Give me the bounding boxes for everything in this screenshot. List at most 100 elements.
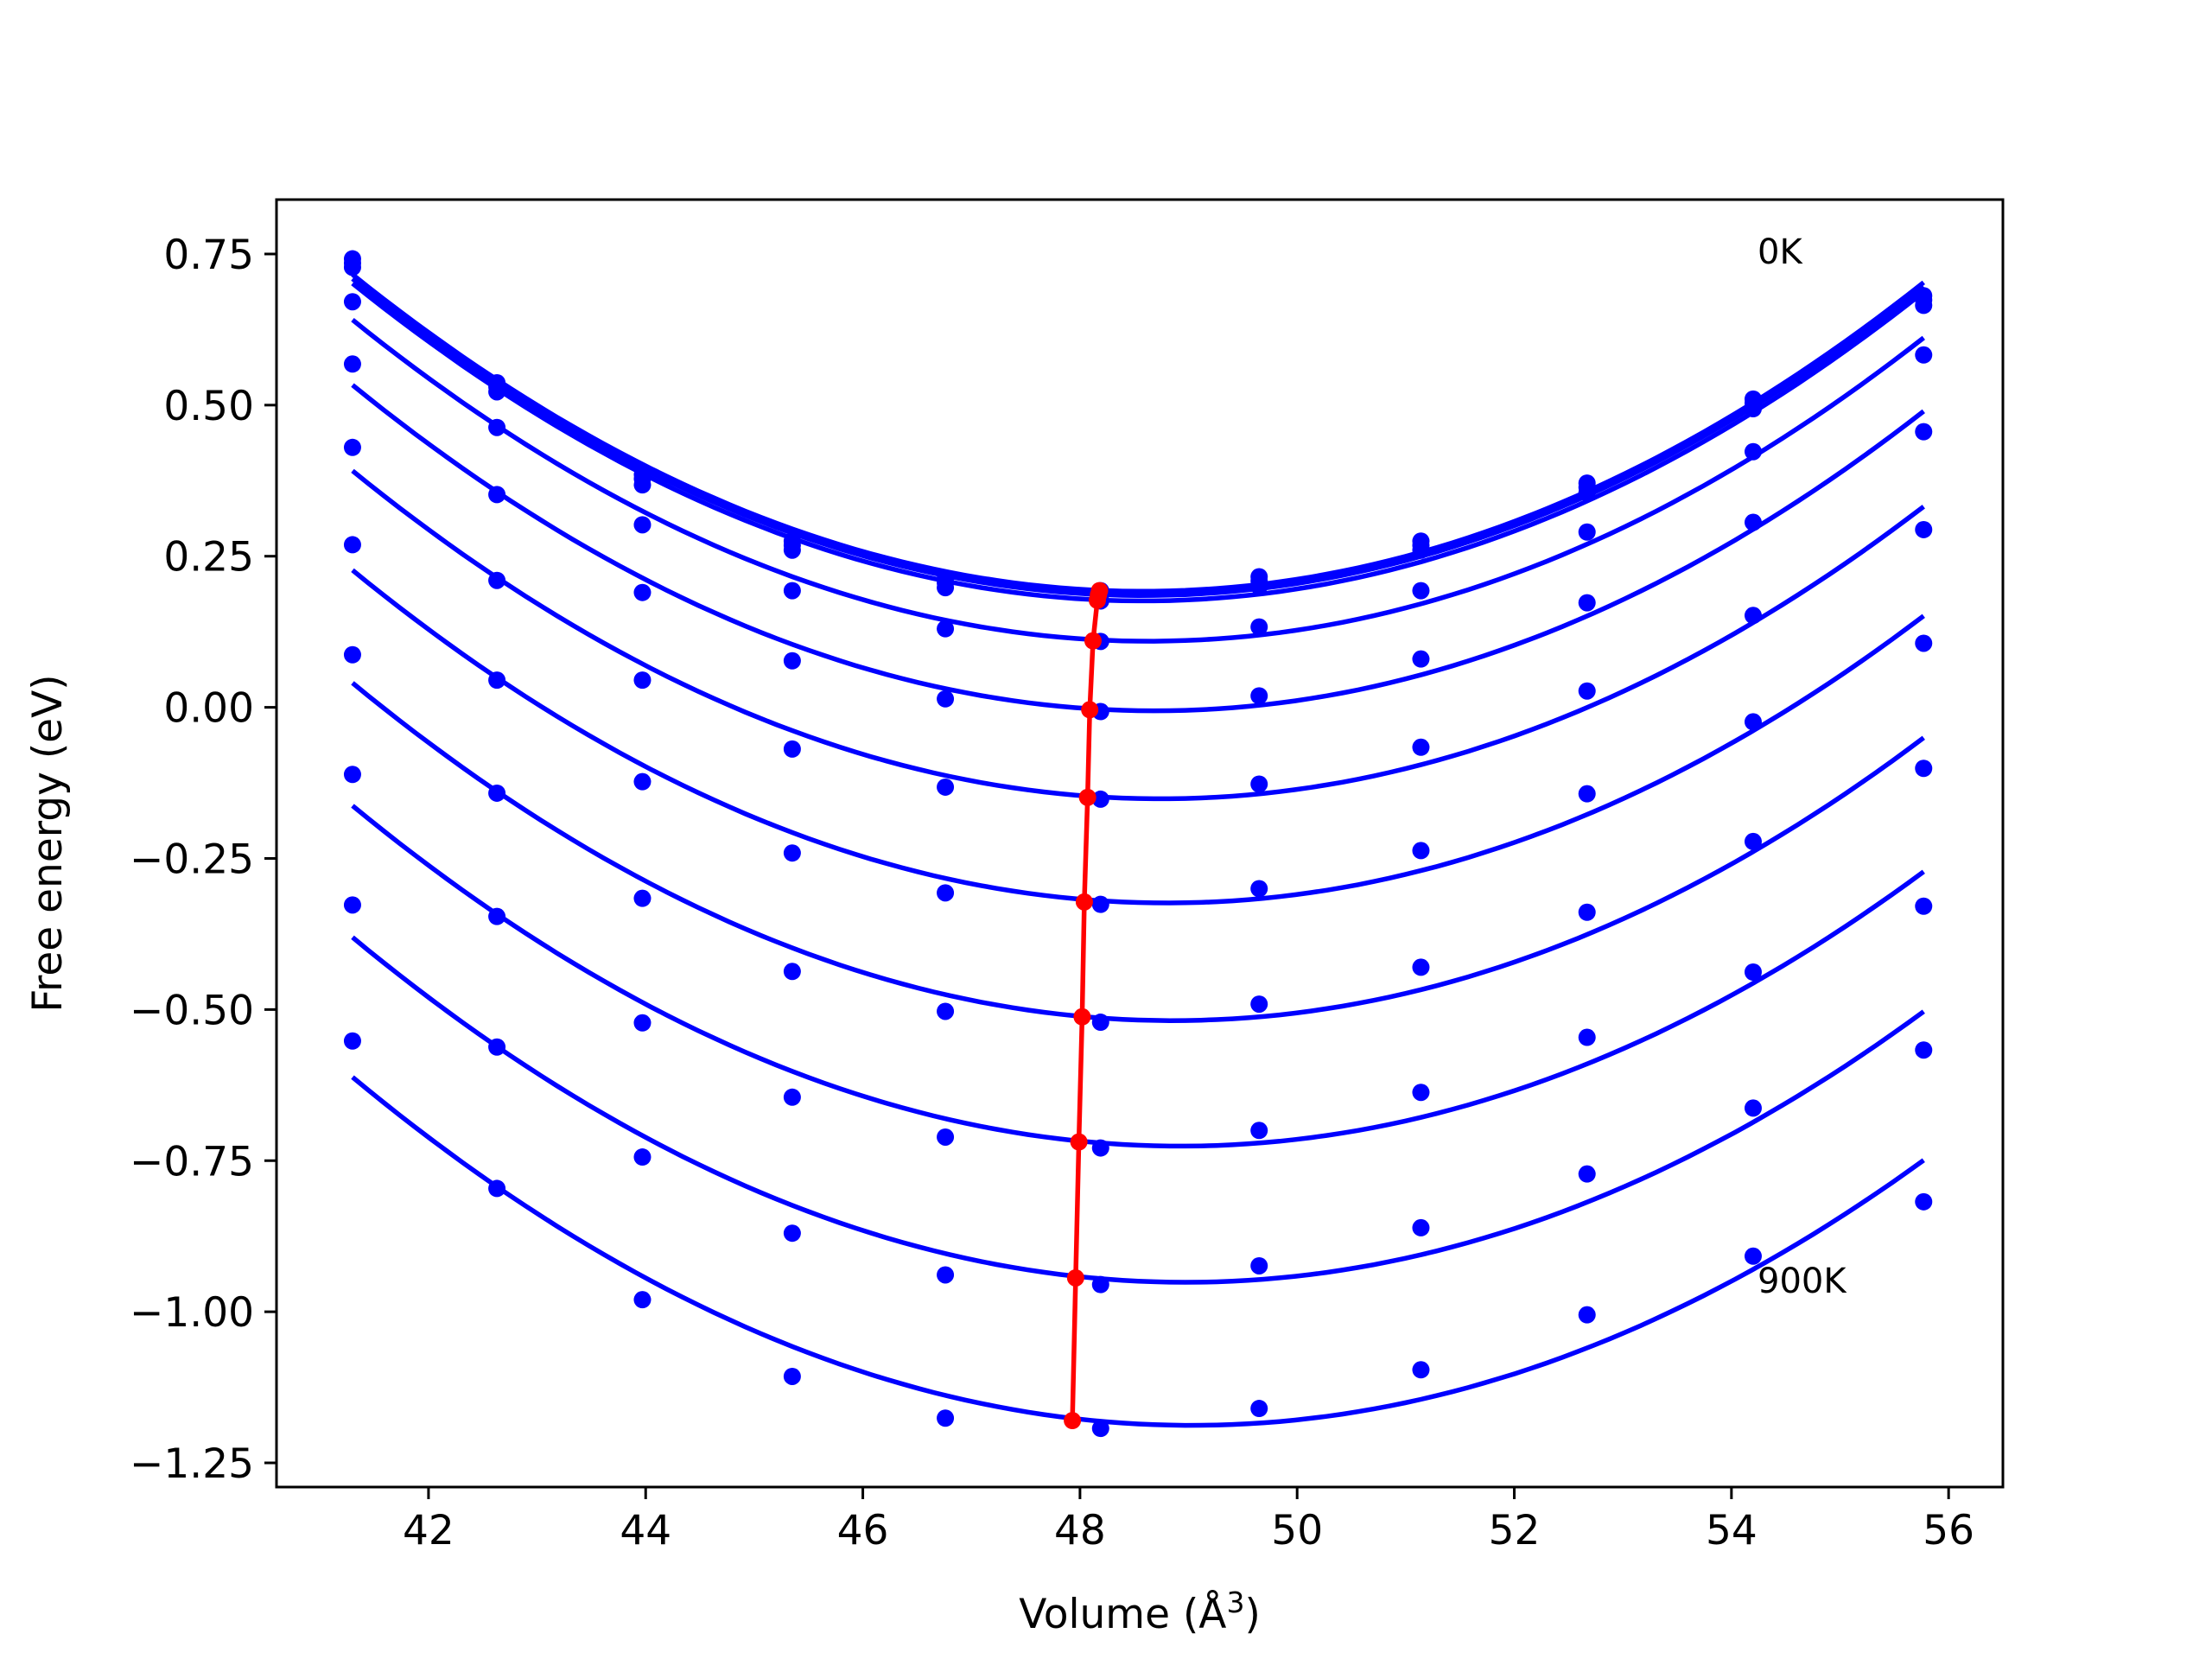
- minimum-point: [1088, 591, 1106, 609]
- data-point: [1250, 618, 1268, 636]
- data-point: [1412, 650, 1430, 668]
- data-point: [1915, 634, 1933, 652]
- data-point: [1915, 760, 1933, 778]
- data-point: [488, 1179, 506, 1198]
- data-point: [488, 907, 506, 925]
- data-point: [1412, 541, 1430, 559]
- data-point: [1744, 963, 1762, 981]
- data-point: [937, 1409, 955, 1427]
- fit-curve-10: [351, 1075, 1925, 1428]
- minimum-point: [1073, 1007, 1091, 1026]
- data-point: [1091, 895, 1109, 913]
- data-point: [937, 690, 955, 708]
- data-point: [633, 1291, 652, 1309]
- x-tick-label: 44: [620, 1507, 671, 1554]
- data-point: [1250, 995, 1268, 1014]
- y-tick-label: 0.50: [163, 383, 254, 430]
- y-axis-title: Free energy (eV): [24, 674, 72, 1012]
- data-point: [488, 1038, 506, 1056]
- data-point: [783, 1224, 801, 1243]
- data-point: [1412, 1218, 1430, 1236]
- data-point: [343, 645, 361, 664]
- y-tick-label: −0.25: [130, 836, 254, 883]
- data-point: [783, 652, 801, 670]
- minimum-point: [1081, 701, 1099, 719]
- data-point: [1915, 423, 1933, 441]
- data-point: [343, 293, 361, 311]
- data-point: [1250, 880, 1268, 898]
- data-point: [1578, 785, 1596, 803]
- data-point: [1091, 1014, 1109, 1032]
- y-tick-label: 0.75: [163, 232, 254, 279]
- data-point: [1744, 400, 1762, 418]
- data-point: [1412, 958, 1430, 976]
- data-point: [937, 1002, 955, 1020]
- annotation-0k: 0K: [1758, 232, 1803, 272]
- data-point: [937, 778, 955, 796]
- data-point: [1091, 1420, 1109, 1438]
- data-point: [937, 1128, 955, 1146]
- x-tick-label: 48: [1054, 1507, 1106, 1554]
- data-point: [1744, 1099, 1762, 1117]
- data-point: [343, 438, 361, 456]
- fit-curve-9: [351, 935, 1925, 1285]
- fit-curve-7: [351, 681, 1925, 1023]
- minimum-point: [1064, 1412, 1082, 1430]
- data-point: [488, 486, 506, 504]
- y-tick-label: 0.00: [163, 685, 254, 733]
- annotation-900k: 900K: [1758, 1262, 1847, 1301]
- minimum-point: [1084, 632, 1102, 650]
- fit-curve-6: [351, 568, 1925, 906]
- data-point: [1412, 582, 1430, 600]
- data-point: [1578, 1028, 1596, 1046]
- data-point: [1578, 682, 1596, 700]
- data-point: [1412, 1084, 1430, 1102]
- y-tick-label: −1.25: [130, 1440, 254, 1488]
- data-point: [633, 1148, 652, 1166]
- data-point: [1915, 296, 1933, 315]
- data-point: [633, 476, 652, 494]
- x-tick-label: 56: [1923, 1507, 1974, 1554]
- data-point: [1250, 687, 1268, 705]
- data-point: [488, 418, 506, 436]
- data-point: [1744, 607, 1762, 625]
- data-point: [633, 583, 652, 601]
- data-point: [783, 1367, 801, 1385]
- data-point: [1744, 513, 1762, 531]
- data-point: [1578, 903, 1596, 921]
- data-point: [1578, 1165, 1596, 1183]
- data-point: [343, 896, 361, 914]
- x-tick-label: 42: [403, 1507, 454, 1554]
- data-point: [633, 772, 652, 791]
- fit-curve-2: [351, 281, 1925, 604]
- data-point: [937, 579, 955, 597]
- data-point: [1412, 1361, 1430, 1379]
- data-point: [1744, 1247, 1762, 1265]
- fit-curve-8: [351, 804, 1925, 1149]
- plot-frame: [275, 198, 2005, 1489]
- data-point: [783, 963, 801, 981]
- data-point: [1915, 520, 1933, 538]
- data-point: [488, 784, 506, 802]
- data-point: [1250, 1122, 1268, 1140]
- data-point: [633, 889, 652, 907]
- data-point: [1091, 1275, 1109, 1294]
- x-tick-label: 46: [837, 1507, 889, 1554]
- data-point: [783, 844, 801, 862]
- y-tick-label: −0.75: [130, 1138, 254, 1185]
- energy-curves: [351, 272, 1925, 1428]
- x-tick-label: 54: [1706, 1507, 1758, 1554]
- y-tick-label: 0.25: [163, 534, 254, 582]
- y-tick-label: −1.00: [130, 1289, 254, 1337]
- data-point: [783, 1088, 801, 1106]
- data-point: [1250, 577, 1268, 595]
- data-point: [1250, 1400, 1268, 1418]
- data-point: [1412, 842, 1430, 860]
- x-tick-label: 50: [1271, 1507, 1323, 1554]
- fit-curve-5: [351, 468, 1925, 802]
- data-point: [1578, 1306, 1596, 1324]
- energy-points: [343, 250, 1933, 1438]
- minimum-point: [1066, 1268, 1084, 1287]
- x-tick-label: 52: [1489, 1507, 1541, 1554]
- data-point: [1915, 346, 1933, 364]
